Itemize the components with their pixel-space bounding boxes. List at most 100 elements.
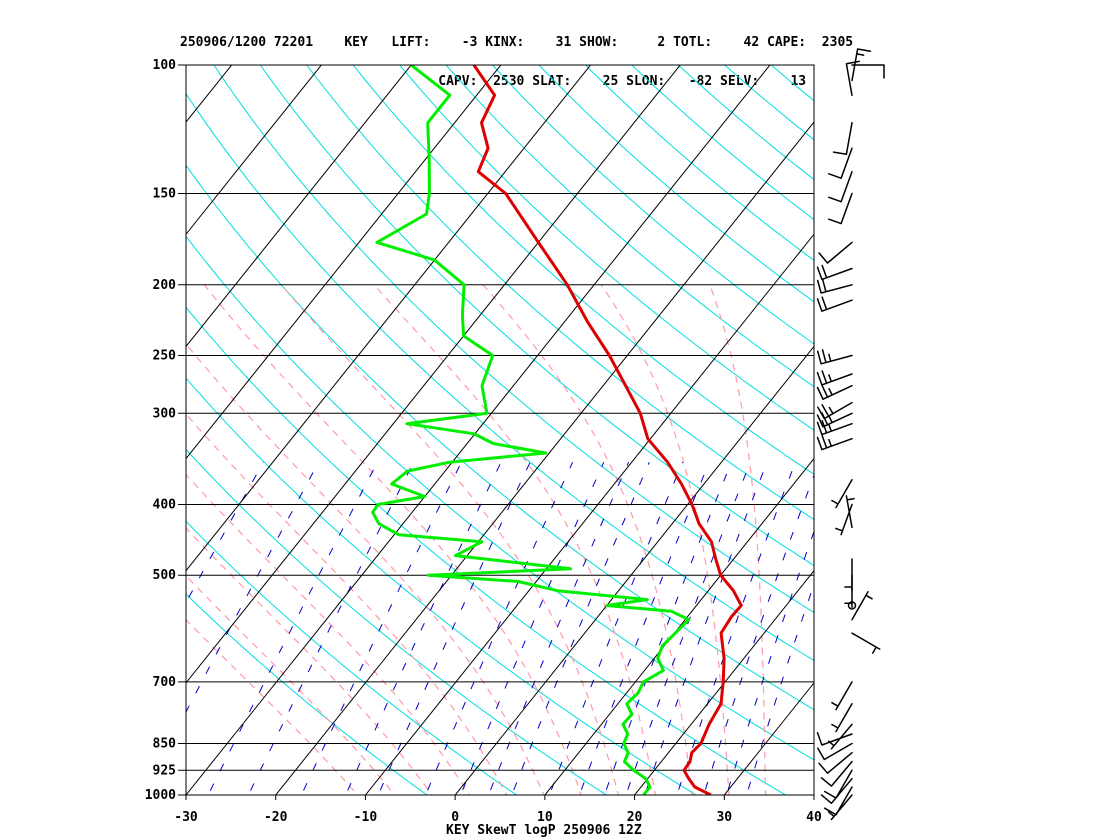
- isotherm-line: [454, 345, 814, 795]
- temperature-tick-label: -10: [354, 810, 378, 825]
- wind-barb: [832, 122, 853, 156]
- wind-barb: [823, 769, 853, 799]
- temperature-tick-label: 40: [806, 810, 822, 825]
- isotherm-line: [186, 65, 771, 795]
- temperature-tick-label: -30: [174, 810, 198, 825]
- footer-caption: KEY SkewT logP 250906 12Z: [446, 823, 642, 838]
- dry-adiabat-line: [352, 65, 814, 476]
- mixing-ratio-line: [703, 473, 814, 795]
- pressure-tick-label: 250: [153, 349, 177, 364]
- mixing-ratio-line: [247, 461, 415, 795]
- wind-barb: [818, 241, 853, 264]
- mixing-ratio-line: [726, 530, 814, 795]
- temperature-tick-label: -20: [264, 810, 288, 825]
- wind-barb: [816, 370, 853, 386]
- dry-adiabat-line: [186, 164, 814, 711]
- wind-barb: [831, 479, 853, 509]
- wind-barb: [823, 786, 853, 816]
- wind-barb: [820, 777, 853, 805]
- wind-barb: [816, 264, 853, 281]
- moist-adiabat-line: [186, 473, 471, 795]
- header: 250906/1200 72201 KEY LIFT: -3 KINX: 31 …: [180, 10, 853, 101]
- temperature-tick-label: 30: [716, 810, 732, 825]
- mixing-ratio-line: [207, 461, 378, 795]
- pressure-tick-label: 850: [153, 737, 177, 752]
- moist-adiabat-line: [709, 284, 767, 795]
- mixing-ratio-line: [425, 461, 574, 795]
- pressure-tick-label: 200: [153, 278, 177, 293]
- temperature-tick-label: 0: [451, 810, 459, 825]
- dry-adiabat-line: [186, 377, 697, 795]
- isotherm-line: [186, 65, 233, 123]
- moist-adiabat-line: [482, 284, 693, 795]
- dry-adiabat-line: [770, 65, 814, 102]
- pressure-tick-label: 700: [153, 675, 177, 690]
- isotherm-line: [0, 49, 65, 811]
- wind-barb: [820, 760, 853, 787]
- mixing-ratio-line: [644, 462, 768, 795]
- wind-barb: [851, 64, 885, 79]
- mixing-ratio-line: [460, 461, 605, 795]
- mixing-ratio-line: [487, 461, 630, 795]
- profiles: [371, 65, 743, 795]
- isotherm-line: [186, 65, 412, 348]
- isotherm-line: [544, 457, 814, 795]
- wind-barb: [828, 170, 853, 203]
- wind-barb: [816, 434, 853, 451]
- dry-adiabat-line: [186, 92, 814, 662]
- wind-barb: [818, 751, 853, 774]
- moist-adiabat-line: [186, 575, 396, 795]
- moist-adiabat-line: [280, 284, 620, 795]
- wind-barb: [816, 412, 853, 428]
- wind-barb: [831, 681, 853, 711]
- wind-barb: [851, 591, 873, 621]
- isotherm-line: [0, 49, 155, 811]
- pressure-tick-label: 1000: [145, 788, 176, 803]
- dry-adiabat-line: [186, 520, 518, 795]
- isotherm-line: [186, 65, 323, 236]
- dry-adiabat-line: [186, 306, 787, 795]
- dry-adiabat-line: [723, 65, 814, 141]
- wind-barb: [828, 147, 853, 179]
- mixing-ratio-line: [186, 461, 320, 714]
- wind-barb: [827, 723, 853, 750]
- dry-adiabat-line: [186, 593, 428, 795]
- wind-barb: [816, 349, 853, 365]
- wind-barbs: [816, 48, 885, 821]
- dry-adiabat-line: [445, 65, 814, 388]
- mixing-ratio-line: [548, 462, 684, 795]
- dry-adiabat-line: [186, 235, 814, 761]
- wind-barb: [816, 296, 853, 312]
- wind-barb: [816, 731, 853, 746]
- isotherm-line: [813, 794, 814, 795]
- moist-adiabat-line: [373, 284, 657, 795]
- isotherm-line: [186, 65, 502, 460]
- wind-barb: [845, 60, 860, 96]
- plot-frame: [185, 64, 815, 796]
- moist-adiabat-line: [186, 527, 433, 795]
- dry-adiabat-line: [398, 65, 814, 431]
- wind-barb: [851, 632, 881, 654]
- wind-barb: [816, 384, 853, 400]
- dry-adiabat-line: [213, 65, 814, 614]
- pressure-tick-label: 100: [153, 58, 177, 73]
- wind-barb: [844, 558, 853, 592]
- dry-adiabat-line: [584, 65, 814, 261]
- wind-barb: [827, 794, 853, 821]
- wind-barb: [817, 742, 853, 761]
- mixing-ratio-line: [578, 462, 710, 795]
- header-line-2: CAPV: 2530 SLAT: 25 SLON: -82 SELV: 13: [180, 74, 807, 89]
- pressure-tick-label: 150: [153, 187, 177, 202]
- wind-barb: [835, 503, 853, 536]
- isotherm-line: [275, 121, 814, 795]
- dry-adiabat-line: [186, 448, 608, 795]
- temperature-profile-line: [472, 65, 743, 795]
- background-grid: [0, 49, 814, 811]
- mixing-ratio-line: [186, 461, 264, 604]
- pressure-tick-label: 925: [153, 763, 176, 778]
- wind-barb: [816, 278, 853, 294]
- dry-adiabat-line: [538, 65, 814, 303]
- dry-adiabat-line: [491, 65, 814, 345]
